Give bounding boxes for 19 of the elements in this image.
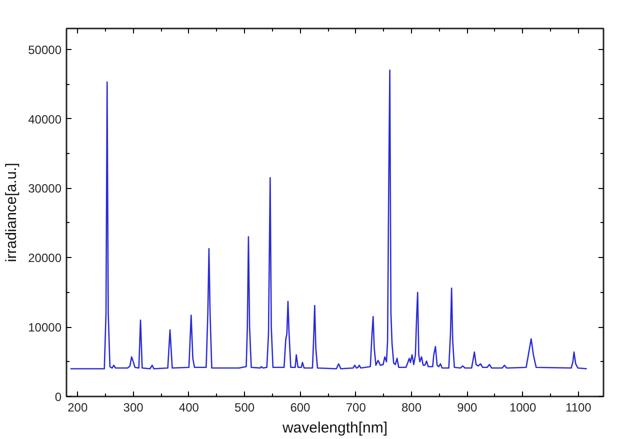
x-tick-label: 1000 — [509, 400, 536, 414]
x-tick-label: 400 — [178, 400, 200, 414]
x-tick-label: 1100 — [566, 400, 592, 414]
x-tick-label: 600 — [290, 400, 311, 414]
line-series — [70, 70, 588, 370]
x-tick-label: 300 — [123, 400, 144, 414]
x-tick-label: 500 — [234, 400, 255, 414]
y-tick-label: 40000 — [28, 112, 62, 126]
y-tick-label: 50000 — [28, 42, 62, 57]
y-tick-label: 30000 — [28, 182, 62, 196]
y-tick-label: 0 — [54, 390, 62, 404]
x-tick-label: 200 — [68, 400, 88, 414]
y-tick-label: 10000 — [28, 320, 62, 335]
y-tick-label: 20000 — [28, 251, 62, 266]
x-axis-title: wavelength[nm] — [281, 420, 388, 436]
y-axis-title: irradiance[a.u.] — [3, 162, 20, 262]
x-tick-label: 800 — [402, 400, 422, 414]
x-tick-label: 900 — [457, 400, 478, 414]
x-tick-label: 700 — [346, 400, 366, 414]
